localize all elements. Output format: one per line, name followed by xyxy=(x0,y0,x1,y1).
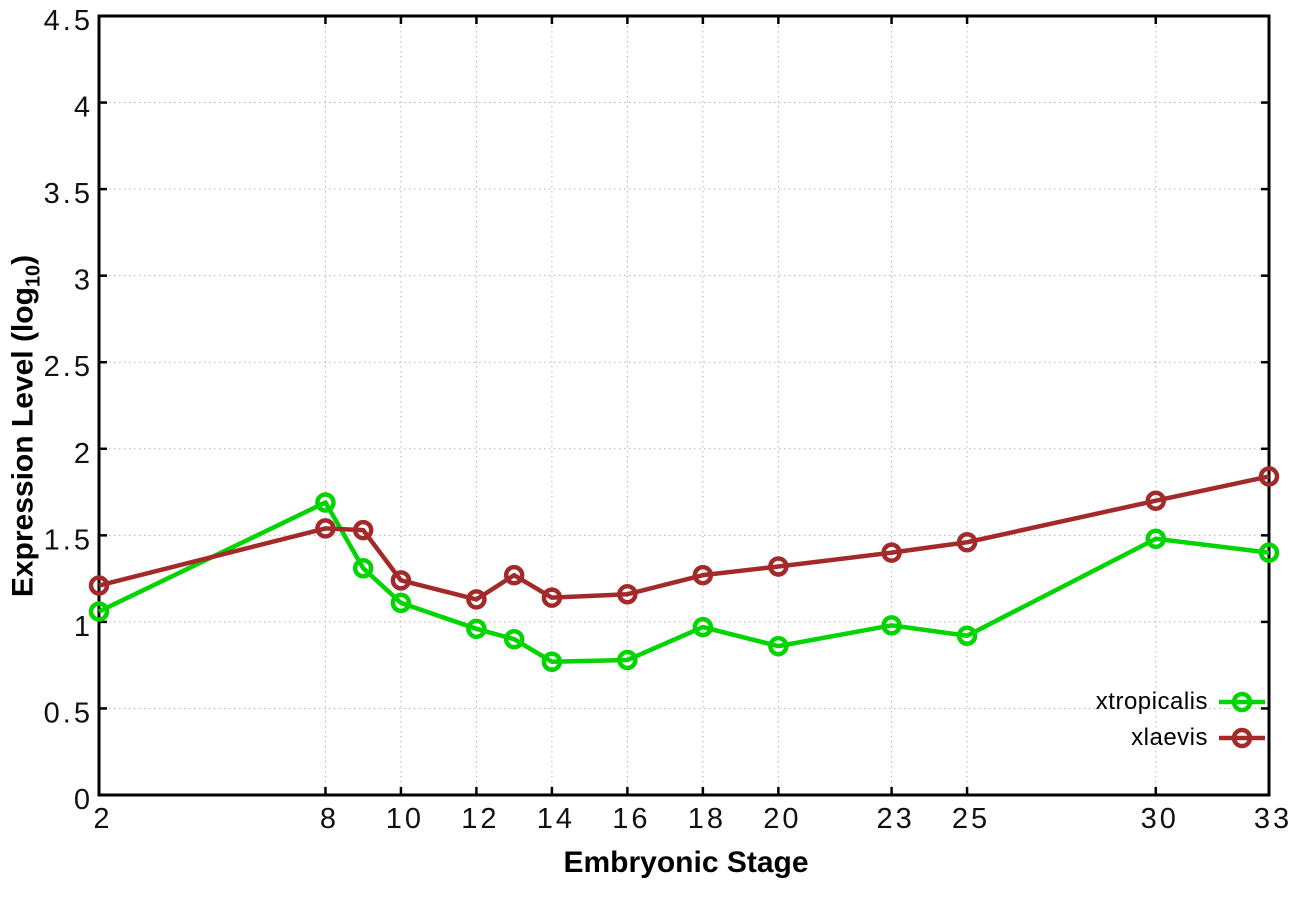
data-point-xtropicalis xyxy=(1258,542,1280,563)
y-tick-label: 4.5 xyxy=(44,5,93,37)
x-tick-label: 30 xyxy=(1141,803,1179,835)
x-axis-title: Embryonic Stage xyxy=(563,846,809,879)
data-point-xlaevis xyxy=(390,570,412,591)
data-point-xlaevis xyxy=(466,589,487,610)
plot-border xyxy=(97,14,1271,797)
y-tick-label: 2.5 xyxy=(44,351,93,383)
legend-label-xlaevis: xlaevis xyxy=(1131,724,1208,751)
y-axis-title-text: Expression Level (log xyxy=(6,287,40,598)
data-point-xlaevis xyxy=(315,518,336,539)
x-tick-label: 25 xyxy=(952,803,990,835)
x-tick-label: 12 xyxy=(461,803,499,835)
data-point-xlaevis xyxy=(768,556,789,577)
legend-item-xtropicalis: xtropicalis xyxy=(1096,686,1266,718)
data-point-xlaevis xyxy=(692,564,714,586)
x-tick-label: 23 xyxy=(876,803,914,835)
legend-label-xtropicalis: xtropicalis xyxy=(1095,688,1208,715)
data-point-xlaevis xyxy=(541,587,563,608)
data-point-xlaevis xyxy=(503,564,525,586)
legend: xtropicalis xlaevis xyxy=(1096,686,1266,754)
y-tick-label: 1 xyxy=(74,611,93,643)
y-axis-title: Expression Level (log10) xyxy=(7,255,46,597)
legend-item-xlaevis: xlaevis xyxy=(1131,722,1266,754)
data-point-xtropicalis xyxy=(1145,528,1167,550)
data-point-xlaevis xyxy=(881,542,902,563)
data-point-xtropicalis xyxy=(352,557,374,579)
data-point-xtropicalis xyxy=(315,492,336,513)
x-tick-label: 20 xyxy=(763,803,801,835)
data-point-xtropicalis xyxy=(768,635,789,657)
series-line-xlaevis xyxy=(98,474,1270,602)
y-tick-label: 2 xyxy=(74,438,93,470)
data-point-xtropicalis xyxy=(881,615,902,636)
data-point-xlaevis xyxy=(956,532,978,553)
data-point-xlaevis xyxy=(352,519,374,541)
data-point-xlaevis xyxy=(617,583,638,605)
y-tick-label: 3 xyxy=(74,265,93,297)
y-tick-label: 4 xyxy=(74,92,93,124)
x-tick-label: 2 xyxy=(93,803,112,835)
y-axis-title-suffix: ) xyxy=(6,254,40,265)
data-point-xtropicalis xyxy=(692,616,714,638)
x-tick-label: 8 xyxy=(320,803,339,835)
data-point-xtropicalis xyxy=(541,651,563,672)
data-point-xtropicalis xyxy=(88,601,110,622)
data-point-xlaevis xyxy=(1145,490,1167,511)
y-tick-label: 3.5 xyxy=(44,178,93,210)
line-point-sample-icon xyxy=(1219,727,1265,749)
y-tick-label: 0.5 xyxy=(44,697,93,729)
data-point-xlaevis xyxy=(1258,466,1280,487)
y-axis-title-subscript: 10 xyxy=(22,264,45,288)
x-tick-label: 33 xyxy=(1254,803,1292,835)
data-point-xtropicalis xyxy=(390,592,412,614)
x-tick-label: 14 xyxy=(537,803,575,835)
data-point-xtropicalis xyxy=(617,649,638,671)
data-point-xtropicalis xyxy=(466,618,487,640)
x-tick-label: 18 xyxy=(688,803,726,835)
x-tick-label: 10 xyxy=(386,803,424,835)
y-tick-label: 0 xyxy=(74,784,93,816)
line-point-sample-icon xyxy=(1219,691,1265,713)
data-point-xtropicalis xyxy=(956,625,978,646)
y-tick-label: 1.5 xyxy=(44,524,93,556)
x-tick-label: 16 xyxy=(612,803,650,835)
data-point-xtropicalis xyxy=(503,628,525,650)
data-point-xlaevis xyxy=(88,575,110,596)
